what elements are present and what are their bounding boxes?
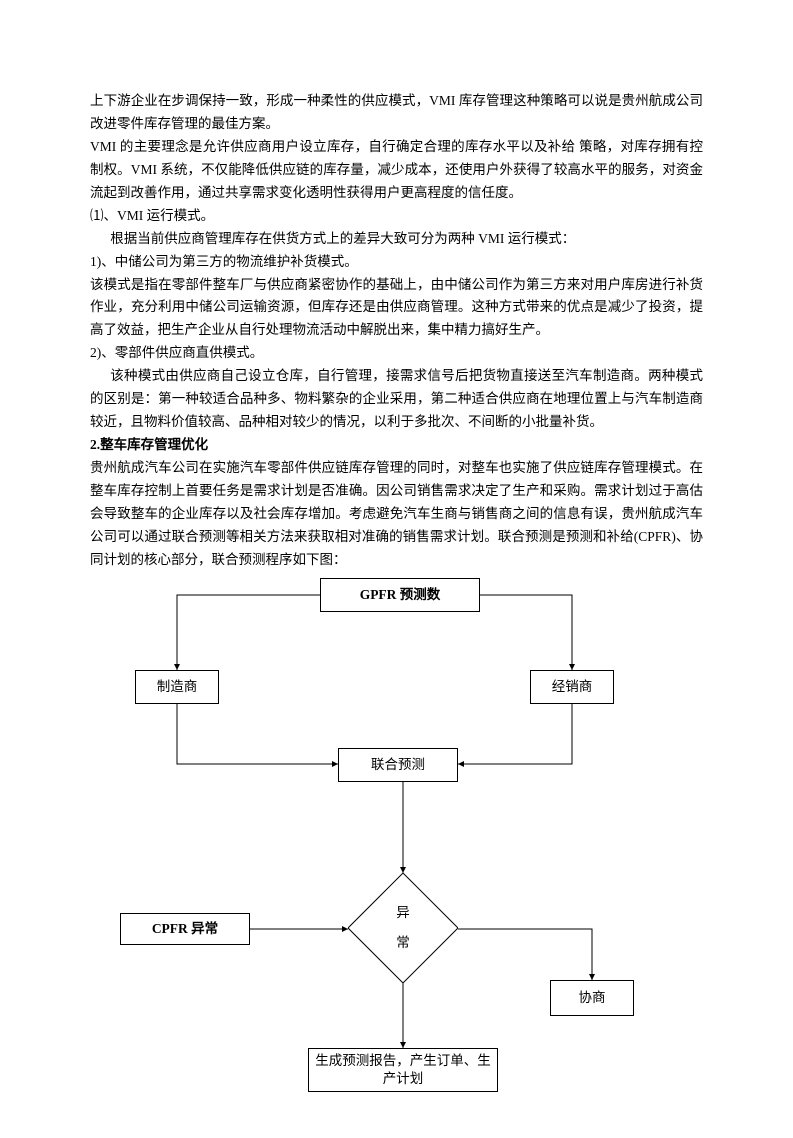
para-2: VMI 的主要理念是允许供应商用户设立库存，自行确定合理的库存水平以及补给 策略… <box>90 136 703 205</box>
flowchart: GPFR 预测数制造商 经销商联合预测 CPFR 异常 异常协商生成预测报告，产生订单… <box>90 578 703 1098</box>
para-5: 1)、中储公司为第三方的物流维护补货模式。 <box>90 251 703 274</box>
para-4: 根据当前供应商管理库存在供货方式上的差异大致可分为两种 VMI 运行模式： <box>90 228 703 251</box>
flow-node-diamond: 异常 <box>348 873 458 983</box>
heading-2: 2.整车库存管理优化 <box>90 434 703 457</box>
flow-node-nego: 协商 <box>550 980 634 1016</box>
para-7: 2)、零部件供应商直供模式。 <box>90 342 703 365</box>
flow-node-maker: 制造商 <box>135 670 219 704</box>
para-3: ⑴、VMI 运行模式。 <box>90 205 703 228</box>
para-8: 该种模式由供应商自己设立仓库，自行管理，接需求信号后把货物直接送至汽车制造商。两… <box>90 365 703 434</box>
flow-node-report: 生成预测报告，产生订单、生产计划 <box>308 1048 498 1092</box>
para-1: 上下游企业在步调保持一致，形成一种柔性的供应模式，VMI 库存管理这种策略可以说… <box>90 90 703 136</box>
para-6: 该模式是指在零部件整车厂与供应商紧密协作的基础上，由中储公司作为第三方来对用户库… <box>90 274 703 343</box>
document-page: 上下游企业在步调保持一致，形成一种柔性的供应模式，VMI 库存管理这种策略可以说… <box>0 0 793 1138</box>
para-9: 贵州航成汽车公司在实施汽车零部件供应链库存管理的同时，对整车也实施了供应链库存管… <box>90 457 703 572</box>
flow-node-dealer: 经销商 <box>530 670 614 704</box>
flow-node-gpfr: GPFR 预测数 <box>320 578 480 612</box>
flow-node-joint: 联合预测 <box>338 748 458 782</box>
flowchart-edges <box>90 578 703 1098</box>
flow-node-cpfr: CPFR 异常 <box>120 913 250 945</box>
